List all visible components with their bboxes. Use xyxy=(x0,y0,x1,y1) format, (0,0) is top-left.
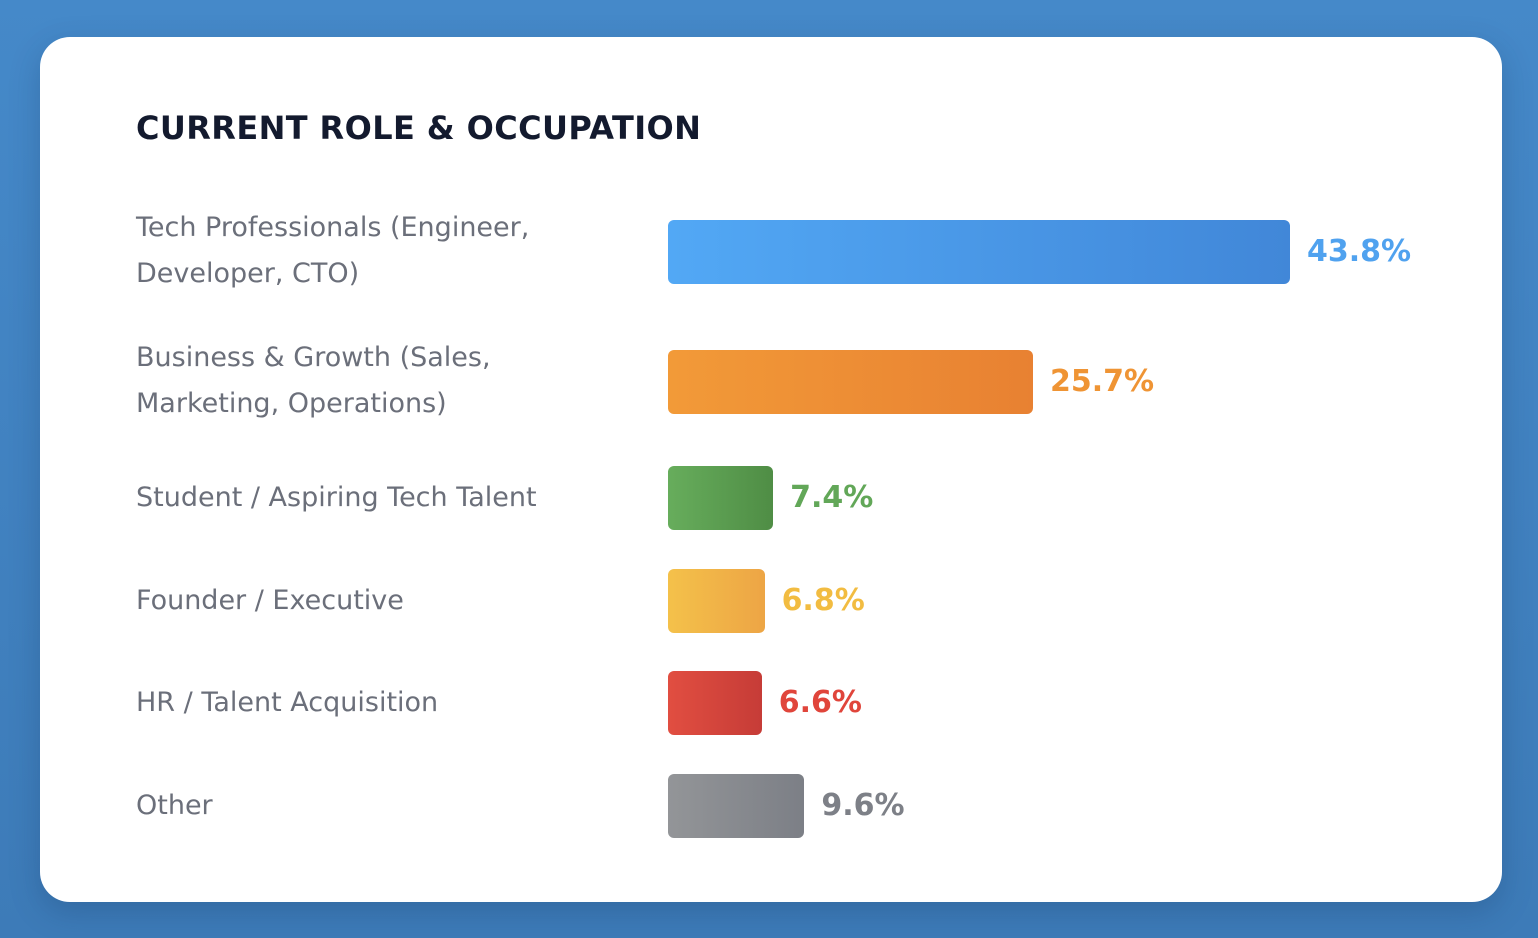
bar xyxy=(668,671,762,735)
value-label: 43.8% xyxy=(1307,234,1412,269)
bar xyxy=(668,220,1290,284)
bar xyxy=(668,466,774,530)
category-label: Founder / Executive xyxy=(136,585,404,616)
value-label: 25.7% xyxy=(1049,364,1155,399)
bar xyxy=(668,350,1033,414)
category-label: Tech Professionals (Engineer, Developer,… xyxy=(136,212,530,289)
value-label: 7.4% xyxy=(790,480,874,515)
category-label: Other xyxy=(136,790,213,821)
value-label: 6.8% xyxy=(781,583,865,618)
chart-card: CURRENT ROLE & OCCUPATION Tech Professio… xyxy=(40,37,1502,902)
category-label: Student / Aspiring Tech Talent xyxy=(136,482,537,513)
bar xyxy=(668,774,805,838)
bar xyxy=(668,569,765,633)
value-label: 6.6% xyxy=(778,685,862,720)
chart-title: CURRENT ROLE & OCCUPATION xyxy=(136,109,702,147)
category-label: Business & Growth (Sales, Marketing, Ope… xyxy=(136,342,491,419)
category-label: HR / Talent Acquisition xyxy=(136,687,439,718)
value-label: 9.6% xyxy=(821,788,905,823)
